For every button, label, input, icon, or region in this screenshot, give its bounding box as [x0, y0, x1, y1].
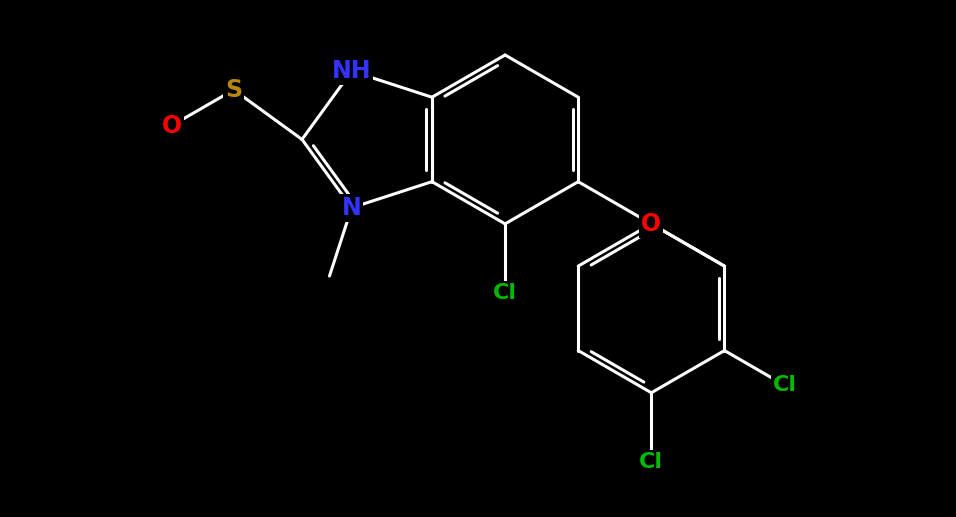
Text: N: N — [342, 196, 361, 220]
Text: Cl: Cl — [493, 283, 517, 303]
Text: NH: NH — [332, 59, 372, 83]
Text: Cl: Cl — [772, 375, 796, 395]
Text: O: O — [162, 114, 182, 138]
Text: Cl: Cl — [640, 452, 663, 472]
Text: O: O — [641, 212, 662, 236]
Text: S: S — [226, 78, 242, 102]
